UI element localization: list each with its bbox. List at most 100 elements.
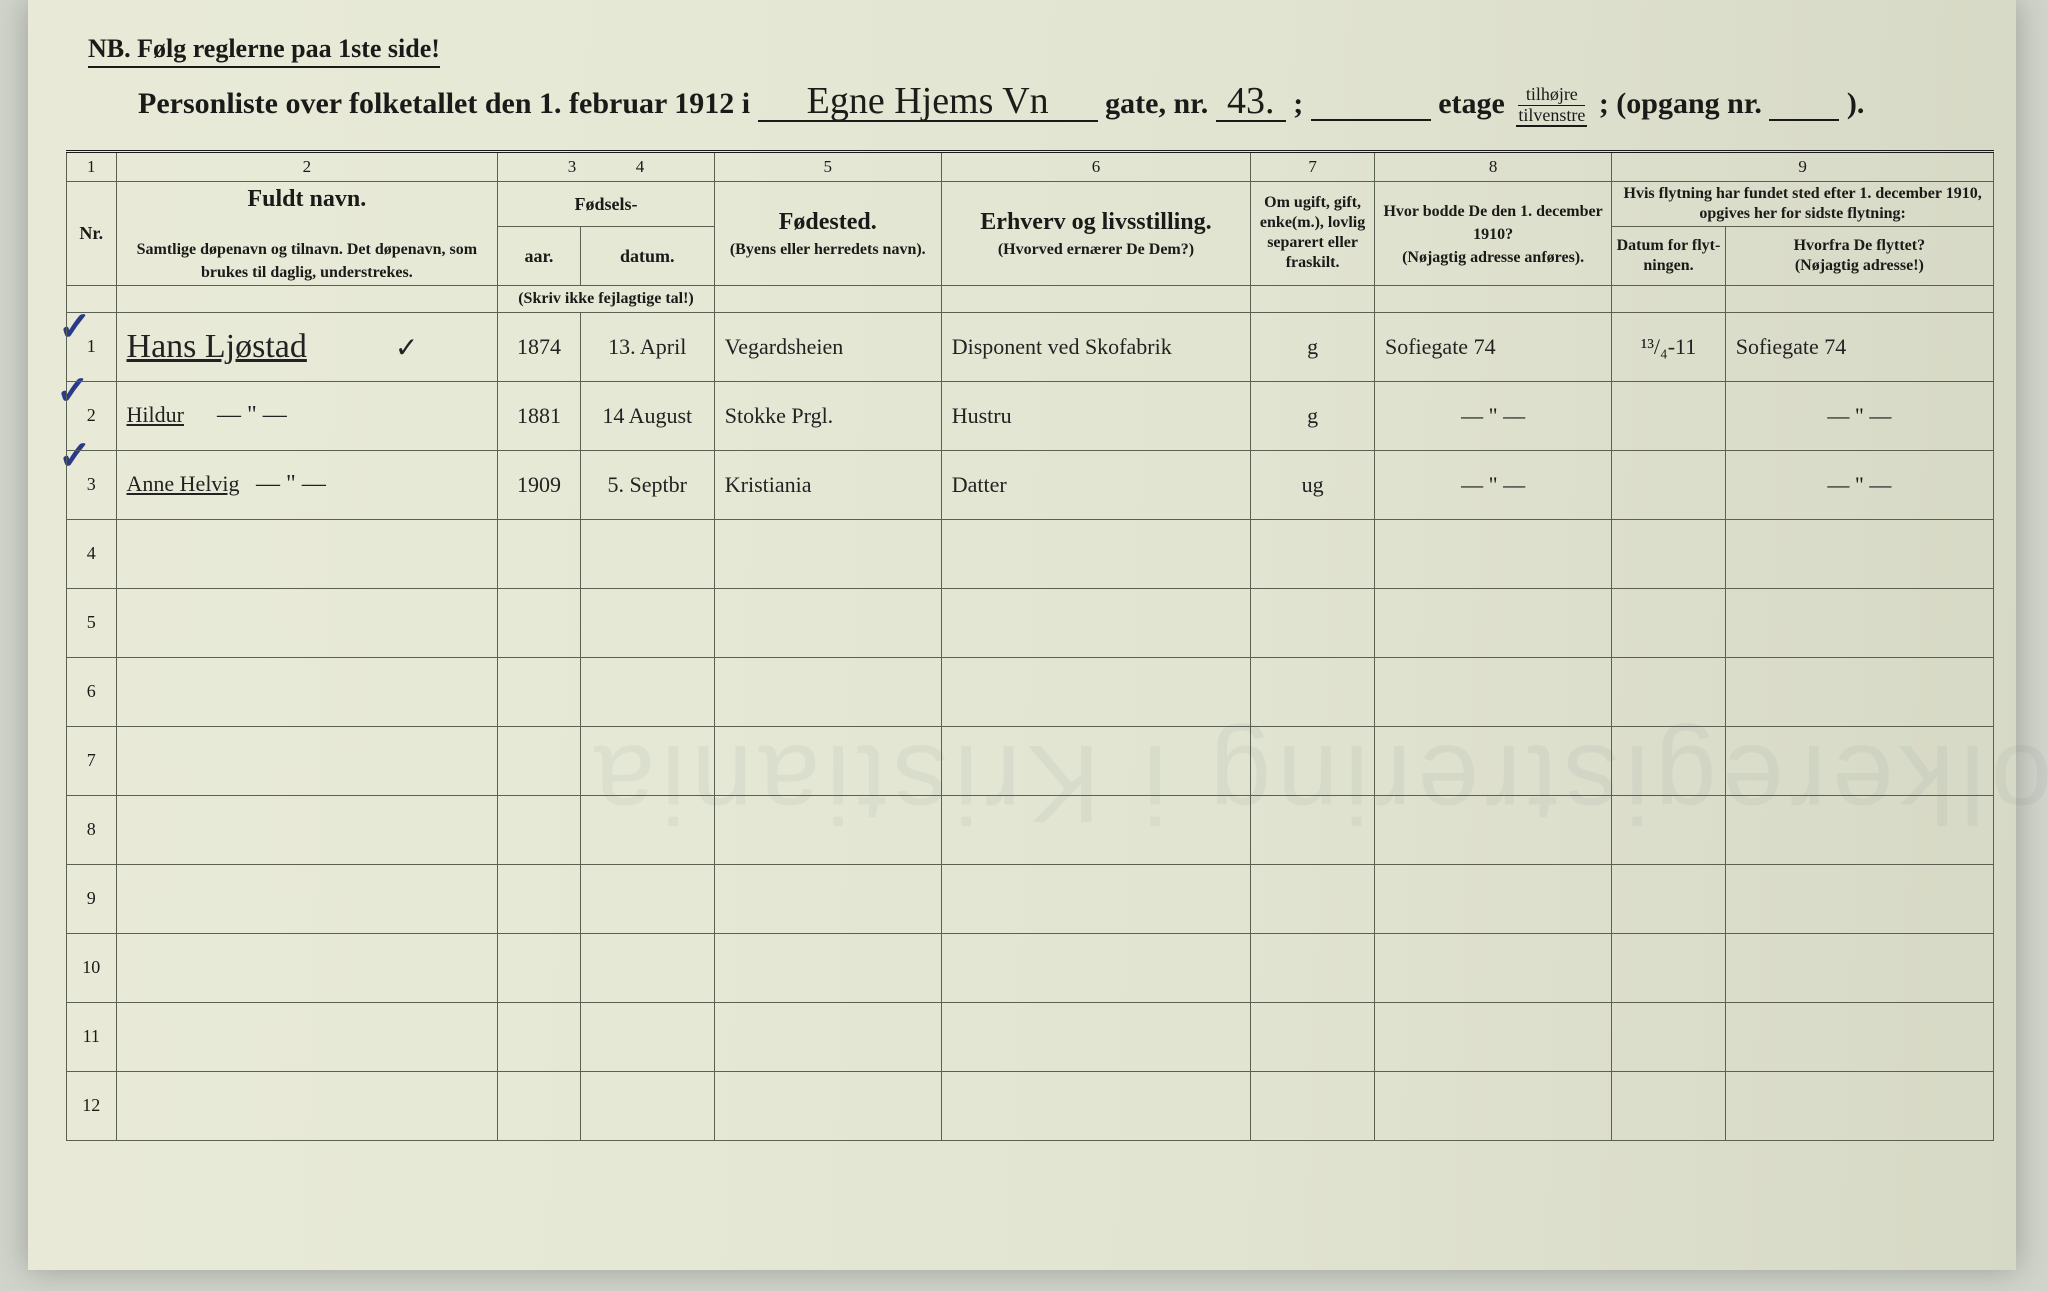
cell-nr: 2 bbox=[67, 381, 117, 450]
cell-nr: 9 bbox=[67, 864, 117, 933]
nb-header: NB. Følg reglerne paa 1ste side! bbox=[88, 34, 440, 68]
blank-field-2 bbox=[1769, 89, 1839, 121]
table-row: 4 bbox=[67, 519, 1994, 588]
cell-nr: 1 bbox=[67, 312, 117, 381]
colnum-2: 2 bbox=[116, 152, 498, 182]
hdr-prev-title: Hvor bodde De den 1. december 1910? bbox=[1383, 203, 1602, 243]
hdr-place-sub: (Byens eller herredets navn). bbox=[730, 241, 926, 258]
cell-movedate: ¹³/₄-11 bbox=[1612, 312, 1725, 381]
colnum-9: 9 bbox=[1612, 152, 1994, 182]
hdr-b9b bbox=[1725, 285, 1993, 312]
cell-nr: 8 bbox=[67, 795, 117, 864]
cell-nr: 6 bbox=[67, 657, 117, 726]
cell-date: 14 August bbox=[580, 381, 714, 450]
table-row: 5 bbox=[67, 588, 1994, 657]
cell-year: 1909 bbox=[498, 450, 581, 519]
cell-place: Vegardsheien bbox=[714, 312, 941, 381]
cell-year: 1881 bbox=[498, 381, 581, 450]
census-form-page: NB. Følg reglerne paa 1ste side! Personl… bbox=[28, 0, 2016, 1270]
cell-date: 13. April bbox=[580, 312, 714, 381]
cell-movefrom: — " — bbox=[1725, 381, 1993, 450]
table-row: 2 Hildur — " — 1881 14 August Stokke Prg… bbox=[67, 381, 1994, 450]
hdr-blank-1 bbox=[67, 285, 117, 312]
cell-place: Kristiania bbox=[714, 450, 941, 519]
hdr-b6 bbox=[941, 285, 1250, 312]
title-close: ). bbox=[1847, 87, 1865, 120]
table-head: 1 2 3 4 5 6 7 8 9 Nr. Fuldt navn. Samtli… bbox=[67, 152, 1994, 313]
cell-name: Anne Helvig — " — bbox=[116, 450, 498, 519]
table-row: 3 Anne Helvig — " — 1909 5. Septbr Krist… bbox=[67, 450, 1994, 519]
tilhojre-frac: tilhøjre tilvenstre bbox=[1516, 85, 1587, 128]
hdr-marital: Om ugift, gift, enke(m.), lovlig separer… bbox=[1251, 182, 1375, 286]
title-prefix: Personliste over folketallet den 1. febr… bbox=[138, 87, 750, 120]
colnum-1: 1 bbox=[67, 152, 117, 182]
hdr-blank-2 bbox=[116, 285, 498, 312]
title-line: Personliste over folketallet den 1. febr… bbox=[138, 82, 1976, 134]
table-row: 11 bbox=[67, 1002, 1994, 1071]
cell-nr: 10 bbox=[67, 933, 117, 1002]
gate-label: gate, nr. bbox=[1105, 87, 1208, 120]
cell-prev: — " — bbox=[1374, 381, 1611, 450]
table-row: 8 bbox=[67, 795, 1994, 864]
hdr-birth: Fødsels- bbox=[498, 182, 715, 227]
hdr-place: Fødested. (Byens eller herredets navn). bbox=[714, 182, 941, 286]
hdr-move: Hvis flytning har fundet sted efter 1. d… bbox=[1612, 182, 1994, 227]
hdr-b9a bbox=[1612, 285, 1725, 312]
cell-nr: 12 bbox=[67, 1071, 117, 1140]
cell-year: 1874 bbox=[498, 312, 581, 381]
cell-occ: Disponent ved Skofabrik bbox=[941, 312, 1250, 381]
street-field: Egne Hjems Vn bbox=[758, 82, 1098, 122]
cell-movefrom: — " — bbox=[1725, 450, 1993, 519]
etage-label: etage bbox=[1438, 87, 1505, 120]
title-semi: ; bbox=[1293, 87, 1311, 120]
cell-marital: g bbox=[1251, 381, 1375, 450]
hdr-year: aar. bbox=[498, 227, 581, 286]
cell-nr: 5 bbox=[67, 588, 117, 657]
cell-name: Hildur — " — bbox=[116, 381, 498, 450]
cell-nr: 7 bbox=[67, 726, 117, 795]
cell-movedate bbox=[1612, 450, 1725, 519]
cell-place: Stokke Prgl. bbox=[714, 381, 941, 450]
hdr-name-title: Fuldt navn. bbox=[247, 186, 366, 212]
cell-marital: g bbox=[1251, 312, 1375, 381]
hdr-birth-footer: (Skriv ikke fejlagtige tal!) bbox=[498, 285, 715, 312]
colnum-7: 7 bbox=[1251, 152, 1375, 182]
colnum-5: 5 bbox=[714, 152, 941, 182]
hdr-occ-sub: (Hvorved ernærer De Dem?) bbox=[998, 241, 1194, 258]
hdr-occ: Erhverv og livsstilling. (Hvorved ernære… bbox=[941, 182, 1250, 286]
cell-movedate bbox=[1612, 381, 1725, 450]
colnum-8: 8 bbox=[1374, 152, 1611, 182]
cell-name: Hans Ljøstad ✓ bbox=[116, 312, 498, 381]
colnum-34: 3 4 bbox=[498, 152, 715, 182]
cell-occ: Datter bbox=[941, 450, 1250, 519]
opgang-label: ; (opgang nr. bbox=[1599, 87, 1762, 120]
table-body: 1 Hans Ljøstad ✓ 1874 13. April Vegardsh… bbox=[67, 312, 1994, 1140]
frac-bot: tilvenstre bbox=[1518, 105, 1585, 126]
table-row: 6 bbox=[67, 657, 1994, 726]
hdr-b7 bbox=[1251, 285, 1375, 312]
hdr-b8 bbox=[1374, 285, 1611, 312]
census-table: 1 2 3 4 5 6 7 8 9 Nr. Fuldt navn. Samtli… bbox=[66, 150, 1994, 1141]
hdr-movefrom: Hvorfra De flyttet? (Nøjagtig adresse!) bbox=[1725, 227, 1993, 286]
table-row: 1 Hans Ljøstad ✓ 1874 13. April Vegardsh… bbox=[67, 312, 1994, 381]
table-row: 7 bbox=[67, 726, 1994, 795]
cell-nr: 11 bbox=[67, 1002, 117, 1071]
blank-field-1 bbox=[1311, 89, 1431, 121]
cell-marital: ug bbox=[1251, 450, 1375, 519]
table-row: 10 bbox=[67, 933, 1994, 1002]
cell-prev: Sofiegate 74 bbox=[1374, 312, 1611, 381]
hdr-b5 bbox=[714, 285, 941, 312]
hdr-place-title: Fødested. bbox=[779, 209, 877, 235]
hdr-date: datum. bbox=[580, 227, 714, 286]
frac-top: tilhøjre bbox=[1518, 85, 1585, 105]
cell-date: 5. Septbr bbox=[580, 450, 714, 519]
cell-nr: 4 bbox=[67, 519, 117, 588]
colnum-6: 6 bbox=[941, 152, 1250, 182]
hdr-name: Fuldt navn. Samtlige døpenavn og tilnavn… bbox=[116, 182, 498, 286]
hdr-prev: Hvor bodde De den 1. december 1910? (Nøj… bbox=[1374, 182, 1611, 286]
hdr-movedate: Datum for flyt- ningen. bbox=[1612, 227, 1725, 286]
table-row: 12 bbox=[67, 1071, 1994, 1140]
house-nr-field: 43. bbox=[1216, 82, 1286, 122]
cell-movefrom: Sofiegate 74 bbox=[1725, 312, 1993, 381]
hdr-prev-sub: (Nøjagtig adresse anføres). bbox=[1402, 249, 1584, 266]
